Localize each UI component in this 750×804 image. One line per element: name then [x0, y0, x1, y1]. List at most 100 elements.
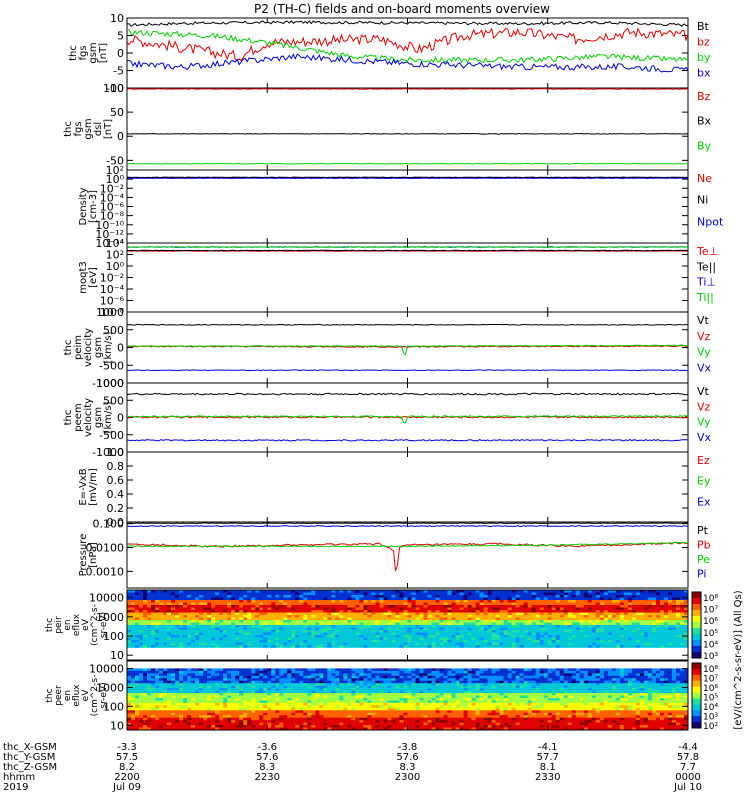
spectrogram-cell [131, 683, 135, 686]
spectrogram-cell [135, 678, 139, 681]
spectrogram-cell [303, 720, 307, 723]
spectrogram-cell [540, 625, 544, 628]
spectrogram-cell [315, 608, 319, 611]
spectrogram-cell [416, 593, 420, 596]
spectrogram-cell [291, 723, 295, 726]
spectrogram-cell [624, 640, 628, 643]
series-line-peem [127, 440, 688, 441]
spectrogram-cell [327, 628, 331, 631]
spectrogram-cell [480, 613, 484, 616]
spectrogram-cell [155, 718, 159, 721]
spectrogram-cell [175, 671, 179, 674]
spectrogram-cell [151, 698, 155, 701]
spectrogram-cell [203, 643, 207, 646]
spectrogram-cell [311, 713, 315, 716]
spectrogram-cell [596, 608, 600, 611]
spectrogram-cell [512, 613, 516, 616]
spectrogram-cell [167, 635, 171, 638]
spectrogram-cell [215, 593, 219, 596]
spectrogram-cell [375, 640, 379, 643]
spectrogram-cell [243, 698, 247, 701]
spectrogram-cell [191, 691, 195, 694]
spectrogram-cell [287, 645, 291, 648]
spectrogram-cell [472, 640, 476, 643]
spectrogram-cell [159, 643, 163, 646]
spectrogram-cell [648, 595, 652, 598]
spectrogram-cell [319, 628, 323, 631]
spectrogram-cell [383, 605, 387, 608]
spectrogram-cell [175, 630, 179, 633]
spectrogram-cell [323, 598, 327, 601]
spectrogram-cell [283, 625, 287, 628]
spectrogram-cell [359, 643, 363, 646]
spectrogram-cell [572, 593, 576, 596]
spectrogram-cell [556, 633, 560, 636]
spectrogram-cell [319, 678, 323, 681]
spectrogram-cell [251, 708, 255, 711]
spectrogram-cell [576, 603, 580, 606]
spectrogram-cell [564, 618, 568, 621]
spectrogram-cell [191, 620, 195, 623]
spectrogram-cell [279, 676, 283, 679]
spectrogram-cell [339, 638, 343, 641]
spectrogram-cell [568, 603, 572, 606]
spectrogram-cell [163, 640, 167, 643]
spectrogram-cell [135, 603, 139, 606]
colorbar-band [692, 616, 701, 622]
spectrogram-cell [171, 693, 175, 696]
spectrogram-cell [672, 603, 676, 606]
spectrogram-cell [135, 718, 139, 721]
spectrogram-cell [195, 686, 199, 689]
spectrogram-cell [219, 676, 223, 679]
spectrogram-cell [227, 715, 231, 718]
spectrogram-cell [135, 710, 139, 713]
spectrogram-cell [552, 645, 556, 648]
spectrogram-cell [420, 623, 424, 626]
spectrogram-cell [239, 683, 243, 686]
colorbar-band [692, 592, 701, 598]
spectrogram-cell [127, 713, 131, 716]
spectrogram-cell [195, 625, 199, 628]
spectrogram-cell [187, 703, 191, 706]
spectrogram-cell [484, 613, 488, 616]
spectrogram-cell [588, 643, 592, 646]
spectrogram-cell [540, 640, 544, 643]
spectrogram-cell [412, 630, 416, 633]
spectrogram-cell [564, 628, 568, 631]
spectrogram-cell [660, 643, 664, 646]
spectrogram-cell [391, 638, 395, 641]
spectrogram-cell [251, 700, 255, 703]
spectrogram-cell [283, 703, 287, 706]
spectrogram-cell [395, 605, 399, 608]
spectrogram-cell [147, 593, 151, 596]
spectrogram-cell [247, 633, 251, 636]
spectrogram-cell [424, 593, 428, 596]
spectrogram-cell [239, 710, 243, 713]
panel-frame [127, 522, 688, 588]
spectrogram-cell [395, 635, 399, 638]
spectrogram-cell [251, 625, 255, 628]
spectrogram-cell [512, 608, 516, 611]
y-label-line: [km/s] [103, 331, 114, 363]
spectrogram-cell [215, 668, 219, 671]
spectrogram-cell [159, 700, 163, 703]
spectrogram-cell [299, 618, 303, 621]
spectrogram-cell [315, 613, 319, 616]
spectrogram-cell [239, 635, 243, 638]
spectrogram-cell [347, 598, 351, 601]
spectrogram-cell [572, 620, 576, 623]
y-label-line: [nT] [103, 119, 114, 139]
spectrogram-cell [211, 725, 215, 728]
spectrogram-cell [612, 598, 616, 601]
spectrogram-cell [215, 608, 219, 611]
spectrogram-cell [656, 638, 660, 641]
spectrogram-cell [456, 643, 460, 646]
spectrogram-cell [540, 608, 544, 611]
spectrogram-cell [247, 620, 251, 623]
spectrogram-cell [239, 628, 243, 631]
spectrogram-cell [147, 671, 151, 674]
spectrogram-cell [343, 676, 347, 679]
spectrogram-cell [496, 645, 500, 648]
spectrogram-cell [379, 613, 383, 616]
